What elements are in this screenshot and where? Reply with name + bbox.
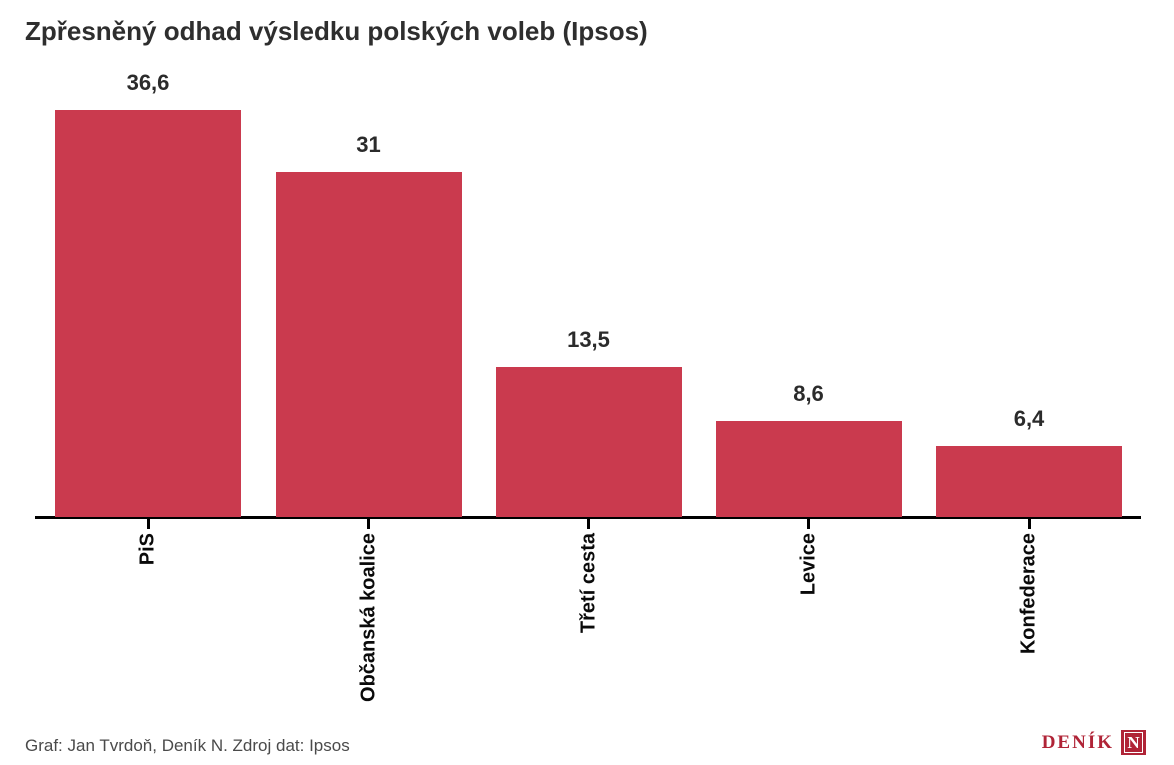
- category-label: Levice: [797, 533, 819, 596]
- axis-tick: [146, 519, 150, 529]
- bar-value-label: 13,5: [567, 327, 610, 352]
- category-label: PiS: [136, 533, 159, 566]
- category-label: Konfederace: [1017, 533, 1040, 655]
- bar-value-label: 8,6: [793, 381, 824, 406]
- bar: [936, 446, 1122, 517]
- axis-tick: [1027, 519, 1031, 529]
- bar-value-label: 6,4: [1013, 406, 1045, 431]
- bar: [275, 172, 462, 517]
- logo-n-square-icon: N: [1121, 730, 1146, 755]
- bar-value-label: 36,6: [126, 70, 170, 95]
- axis-tick: [367, 519, 370, 529]
- bar-value-label: 31: [356, 132, 381, 157]
- axis-tick: [807, 519, 810, 529]
- category-label: Občanská koalice: [357, 533, 379, 702]
- logo-wordmark: DENÍK: [1041, 731, 1114, 753]
- denik-n-logo: DENÍK N: [1042, 730, 1146, 755]
- x-axis-line: [35, 516, 1141, 519]
- logo-square-letter: N: [1124, 732, 1143, 753]
- bar: [55, 110, 241, 517]
- chart-title: Zpřesněný odhad výsledku polských voleb …: [25, 16, 648, 46]
- bar: [715, 421, 902, 517]
- axis-tick: [587, 519, 590, 529]
- bar: [495, 367, 682, 517]
- footer-credit: Graf: Jan Tvrdoň, Deník N. Zdroj dat: Ip…: [25, 736, 350, 755]
- category-label: Třetí cesta: [577, 533, 599, 634]
